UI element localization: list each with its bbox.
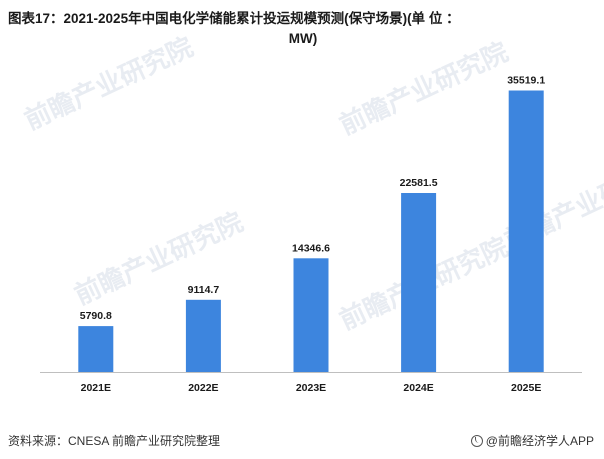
- labels-group: 5790.8 2021E 9114.7 2022E 14346.6 2023E 22581.…: [80, 75, 546, 395]
- bar-2023E: [293, 258, 329, 372]
- bar-2021E: [78, 326, 114, 372]
- data-label-2021E: 5790.8: [80, 310, 112, 322]
- data-label-2025E: 35519.1: [507, 75, 545, 87]
- data-label-2023E: 14346.6: [292, 242, 330, 254]
- source-note: 资料来源：CNESA 前瞻产业研究院整理: [8, 434, 221, 448]
- bar-2022E: [185, 299, 221, 372]
- x-tick-label-2025E: 2025E: [511, 382, 541, 394]
- chart-title-line1: 图表17：2021-2025年中国电化学储能累计投运规模预测(保守场景)(单 位…: [8, 11, 460, 26]
- data-label-2024E: 22581.5: [400, 177, 438, 189]
- watermark-text: 前瞻产业研究院: [335, 36, 513, 140]
- bar-2024E: [401, 193, 437, 372]
- x-tick-label-2023E: 2023E: [296, 382, 326, 394]
- brand-text: @前瞻经济学人APP: [485, 434, 594, 448]
- brand-credit: @前瞻经济学人APP: [470, 432, 594, 449]
- data-label-2022E: 9114.7: [188, 284, 220, 296]
- x-tick-label-2024E: 2024E: [403, 382, 433, 394]
- bars-group: [78, 90, 544, 372]
- watermark-text: 前瞻产业研究院: [70, 206, 248, 310]
- x-tick-label-2022E: 2022E: [188, 382, 218, 394]
- x-tick-label-2021E: 2021E: [81, 382, 111, 394]
- brand-logo-icon: [470, 434, 483, 447]
- chart-title-line2: MW): [288, 31, 318, 46]
- chart-title: 图表17：2021-2025年中国电化学储能累计投运规模预测(保守场景)(单 位…: [8, 9, 598, 49]
- bar-2025E: [508, 90, 544, 372]
- watermark-text: 前瞻产业研究院: [20, 31, 198, 135]
